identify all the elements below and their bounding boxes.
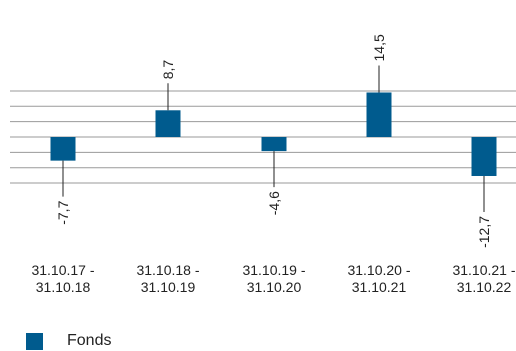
bar-2	[155, 110, 181, 137]
legend: Fonds	[26, 331, 111, 351]
x-tick-label-3: 31.10.19 -31.10.20	[242, 262, 306, 295]
bar-3	[261, 137, 287, 152]
data-label-2: 8,7	[160, 60, 176, 80]
legend-label-fonds: Fonds	[67, 332, 112, 349]
data-label-1: -7,7	[55, 200, 71, 224]
data-label-3: -4,6	[266, 191, 282, 215]
x-tick-label-4: 31.10.20 -31.10.21	[347, 262, 411, 295]
x-tick-label-5: 31.10.21 -31.10.22	[452, 262, 516, 295]
data-label-4: 14,5	[371, 34, 387, 61]
x-tick-label-1: 31.10.17 -31.10.18	[31, 262, 95, 295]
legend-swatch-fonds	[26, 332, 43, 350]
x-tick-label-2: 31.10.18 -31.10.19	[136, 262, 200, 295]
bar-4	[366, 92, 392, 137]
data-label-5: -12,7	[476, 216, 492, 248]
bar-1	[50, 137, 76, 161]
bar-5	[471, 137, 497, 176]
